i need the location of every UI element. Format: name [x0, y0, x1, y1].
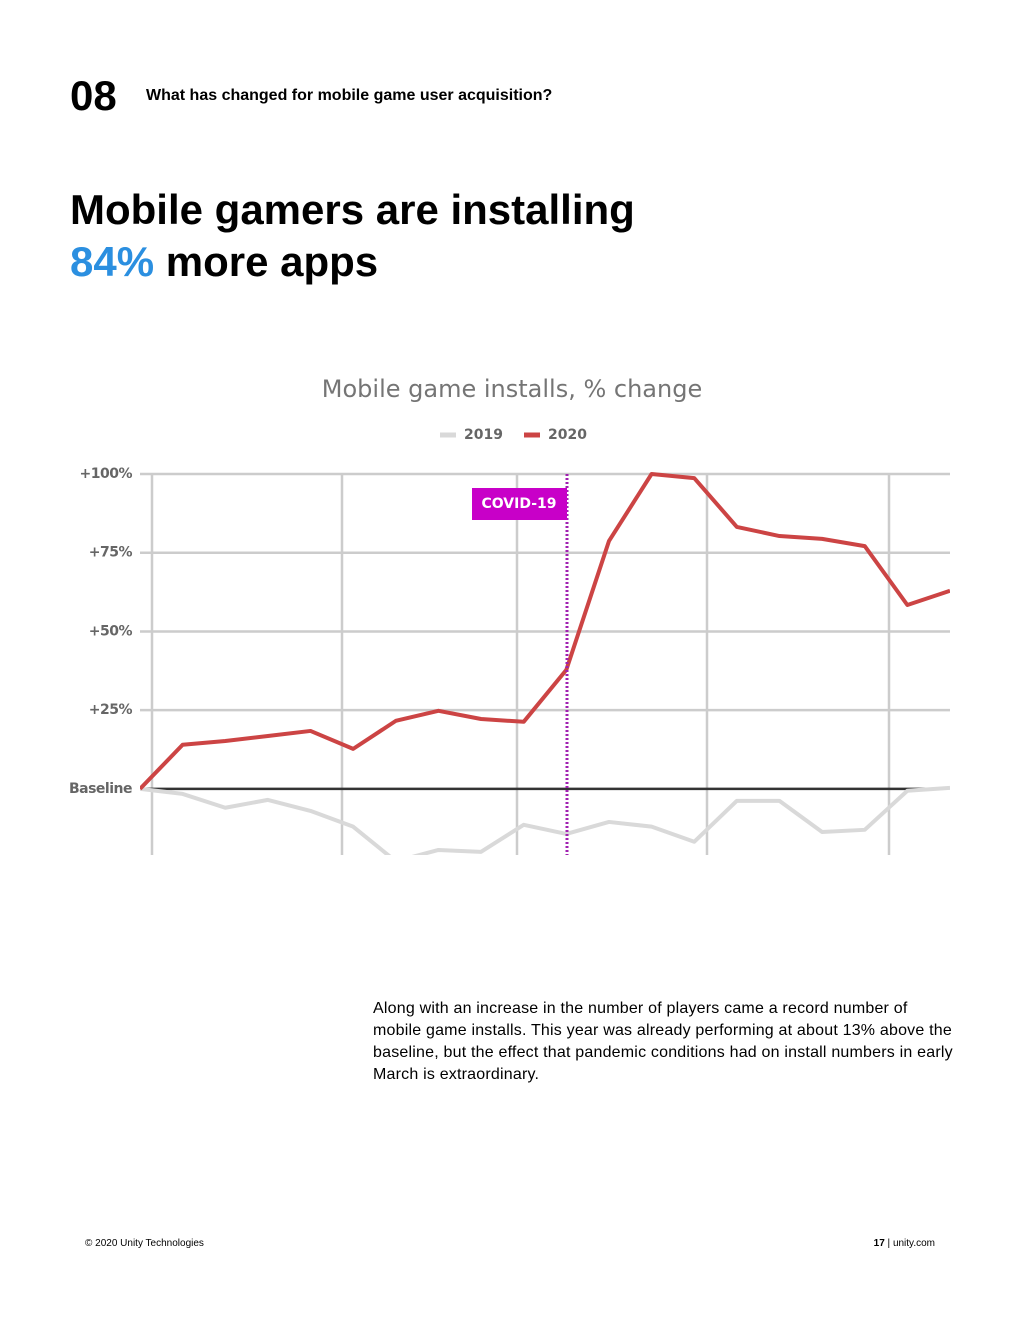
y-tick-label: Baseline [69, 781, 132, 797]
page-number: 17 [873, 1238, 885, 1249]
y-tick-label: +25% [89, 702, 133, 718]
annotation-box [472, 488, 567, 520]
section-number: 08 [70, 72, 117, 119]
headline-rest: more apps [165, 238, 379, 285]
line-2020 [140, 472, 950, 791]
copyright: © 2020 Unity Technologies [85, 1238, 204, 1249]
y-tick-label: +50% [89, 623, 133, 639]
site: unity.com [892, 1238, 935, 1249]
y-tick-label: +75% [89, 545, 133, 561]
headline: Mobile gamers are installing 84% more ap… [70, 184, 635, 288]
line-2019 [140, 785, 950, 855]
annotation: COVID-19 [481, 496, 556, 512]
headline-line: Mobile gamers are installing [70, 186, 635, 233]
body-text: Along with an increase in the number of … [373, 1000, 953, 1083]
chart-title: Mobile game installs, % change [322, 375, 702, 403]
headline-line: 84% more apps [70, 236, 635, 288]
y-tick-label: +100% [80, 466, 133, 482]
chart: Mobile game installs, % change Baseline +… [69, 375, 950, 855]
vertical-grid [150, 474, 891, 855]
legend-label: 2019 [464, 427, 503, 443]
section-title: What has changed for mobile game user ac… [146, 87, 553, 104]
footer-right: 17 | unity.com [873, 1238, 935, 1249]
highlight: 84% [70, 238, 155, 285]
legend-label: 2020 [548, 427, 587, 443]
